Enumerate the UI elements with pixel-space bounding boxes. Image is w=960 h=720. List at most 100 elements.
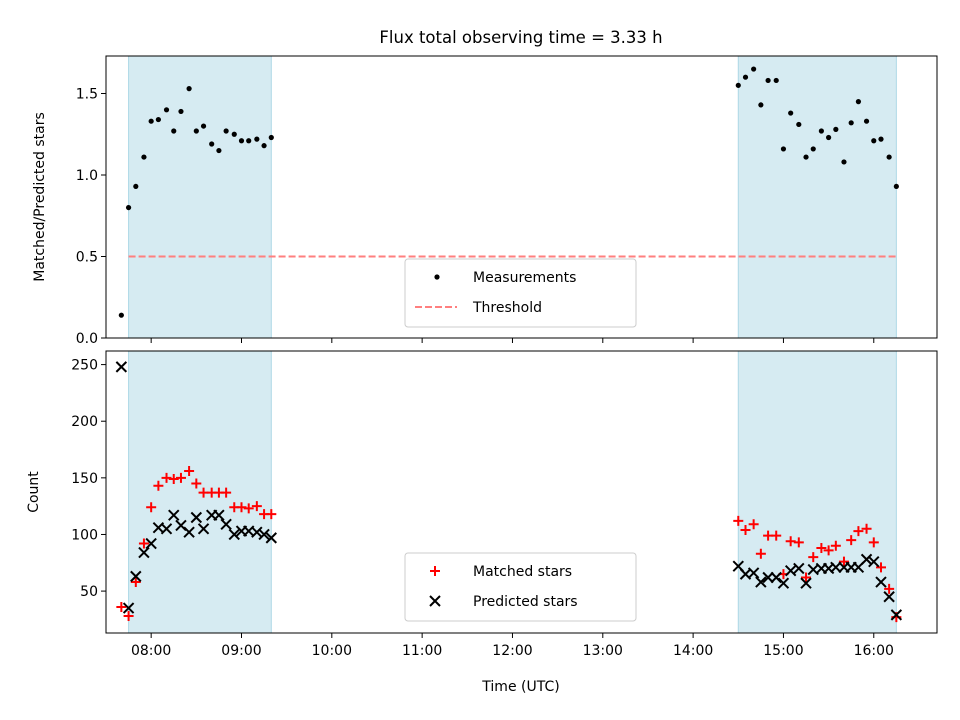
matched-star-point: [838, 556, 849, 567]
measurement-point: [171, 128, 177, 134]
matched-star-point: [801, 572, 812, 583]
ratio-legend: [404, 258, 637, 328]
measurement-point: [238, 138, 245, 144]
measurement-point: [863, 118, 870, 124]
ratio-panel: 0.0 0.5 1.0 1.5 Measurements Threshold: [76, 55, 938, 347]
matched-star-point: [793, 537, 804, 548]
matched-star-point: [771, 530, 782, 541]
measurement-point: [841, 159, 847, 165]
predicted-star-point: [860, 553, 873, 566]
predicted-star-point: [875, 576, 887, 588]
measurement-point: [751, 66, 757, 72]
ratio-y-tick-label: 1.0: [76, 168, 98, 184]
predicted-star-point: [190, 511, 203, 524]
count-y-tick-label: 200: [71, 414, 98, 430]
measurement-point: [765, 77, 771, 84]
matched-star-point: [138, 538, 149, 549]
predicted-star-point: [138, 546, 150, 559]
measurement-point: [216, 147, 222, 154]
predicted-star-point: [830, 561, 842, 574]
matched-star-point: [243, 503, 254, 514]
measurement-point: [200, 123, 207, 129]
measurement-point: [735, 82, 741, 88]
x-tick-label: 15:00: [763, 643, 803, 659]
predicted-star-point: [213, 509, 225, 521]
matched-star-point: [875, 562, 886, 573]
count-y-tick-label: 250: [71, 358, 98, 374]
predicted-star-point: [890, 609, 903, 621]
matched-star-point: [221, 487, 232, 498]
measurement-point: [780, 146, 787, 152]
measurement-point: [209, 141, 215, 147]
matched-star-point: [130, 577, 141, 588]
count-y-tick-label: 150: [71, 471, 98, 487]
count-legend-label: Predicted stars: [473, 594, 578, 610]
predicted-star-point: [258, 528, 270, 541]
count-y-tick-label: 100: [71, 527, 98, 543]
measurement-point: [810, 146, 816, 152]
matched-star-point: [846, 535, 857, 546]
chart-title: Flux total observing time = 3.33 h: [379, 28, 662, 47]
measurement-point: [826, 134, 832, 141]
predicted-star-point: [197, 523, 210, 535]
measurement-point: [178, 108, 184, 115]
count-plot-frame: [105, 350, 938, 634]
matched-star-point: [116, 601, 127, 612]
measurement-point: [231, 131, 237, 137]
predicted-star-point: [115, 361, 128, 373]
matched-star-point: [236, 502, 247, 513]
x-axis-label: Time (UTC): [481, 679, 559, 695]
measurement-point: [186, 86, 192, 92]
x-tick-label: 11:00: [402, 643, 442, 659]
count-panel: 50 100 150 200 250 08:00 09:00 10:00 11:00 12:00 1…: [71, 350, 938, 659]
predicted-star-point: [168, 509, 180, 521]
matched-star-point: [251, 501, 262, 512]
ratio-legend-label: Threshold: [472, 300, 542, 316]
measurement-point: [833, 126, 839, 132]
ratio-y-tick-label: 0.5: [76, 249, 98, 265]
count-legend-label: Matched stars: [473, 564, 572, 580]
predicted-star-point: [800, 577, 812, 589]
matched-star-point: [853, 526, 864, 537]
predicted-star-point: [883, 591, 895, 603]
matched-star-point: [123, 611, 134, 622]
matched-star-point: [168, 473, 179, 484]
measurement-point: [893, 183, 899, 190]
measurement-point: [148, 118, 154, 124]
measurement-point: [878, 136, 884, 142]
matched-star-point: [816, 543, 827, 554]
measurement-point: [125, 204, 132, 211]
matched-star-point: [175, 472, 186, 483]
ratio-y-tick-label: 0.0: [76, 331, 98, 347]
predicted-star-point: [160, 523, 173, 535]
measurement-point: [803, 154, 809, 160]
measurement-point: [855, 99, 862, 105]
matched-star-point: [785, 536, 796, 547]
measurement-point: [193, 128, 199, 134]
matched-star-point: [191, 478, 202, 489]
matched-star-point: [748, 519, 759, 530]
measurement-point: [223, 128, 229, 134]
measurement-point: [848, 120, 854, 126]
matched-star-point: [823, 545, 834, 556]
ratio-y-axis-label: Matched/Predicted stars: [32, 112, 48, 282]
matched-star-point: [861, 523, 872, 534]
measurement-point: [163, 107, 170, 113]
x-tick-label: 16:00: [854, 643, 894, 659]
matched-star-point: [740, 524, 751, 535]
measurement-point: [246, 138, 252, 144]
x-tick-label: 10:00: [312, 643, 352, 659]
ratio-shaded-band-0: [128, 55, 272, 339]
legend-measurement-marker: [434, 274, 440, 280]
predicted-star-point: [130, 570, 142, 583]
measurement-point: [268, 134, 274, 141]
measurement-point: [758, 102, 764, 108]
measurement-point: [261, 143, 267, 149]
matched-star-point: [153, 480, 164, 491]
matched-star-point: [808, 552, 819, 563]
legend-predicted-marker: [429, 595, 441, 607]
ratio-legend-label: Measurements: [473, 270, 576, 286]
predicted-star-point: [265, 532, 278, 544]
predicted-star-point: [122, 602, 135, 614]
x-tick-label: 08:00: [131, 643, 171, 659]
